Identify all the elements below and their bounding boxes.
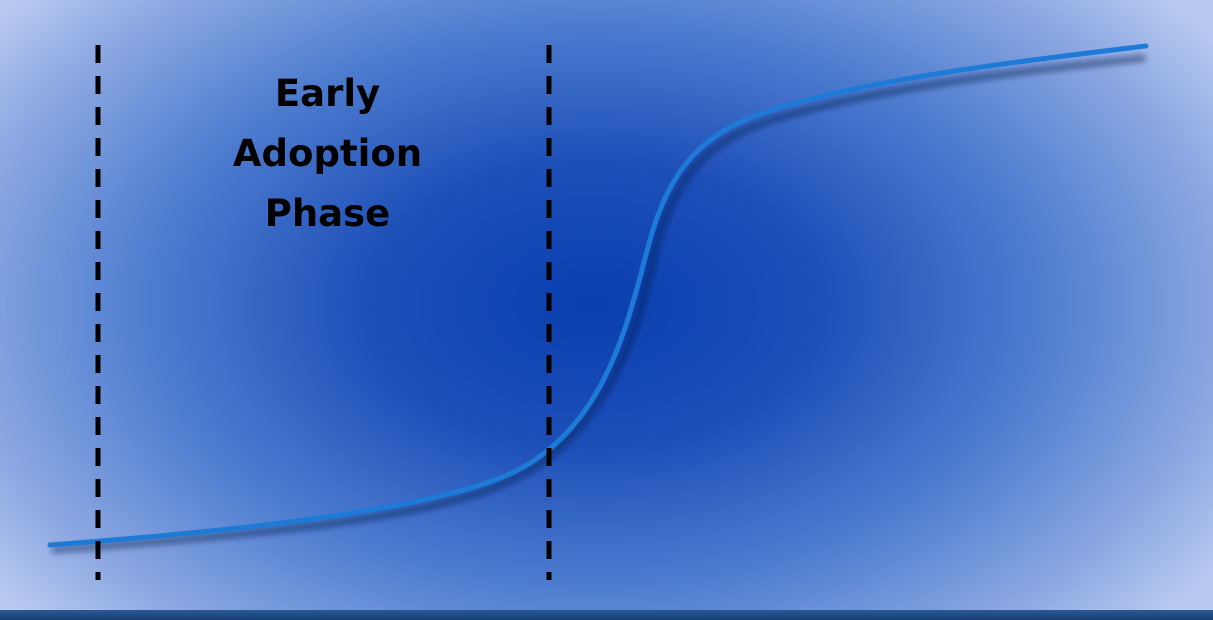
phase-label-line-3: Phase [264,192,391,235]
early-adoption-phase-label: Early Adoption Phase [200,64,455,244]
adoption-curve-shadow [51,54,1146,554]
bottom-border [0,610,1213,620]
phase-label-line-2: Adoption [232,132,423,175]
phase-label-line-1: Early [274,72,381,115]
adoption-curve [47,43,1149,548]
